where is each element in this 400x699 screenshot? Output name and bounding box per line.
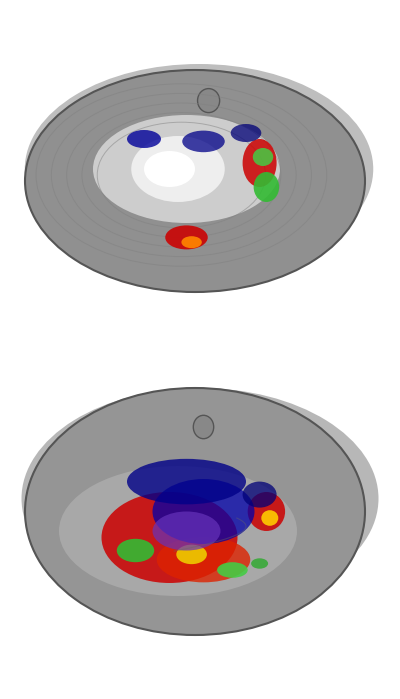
Ellipse shape (253, 148, 273, 166)
Ellipse shape (198, 89, 220, 113)
Ellipse shape (261, 510, 278, 526)
Ellipse shape (25, 388, 365, 635)
Ellipse shape (131, 136, 225, 202)
Ellipse shape (181, 236, 202, 248)
Ellipse shape (217, 562, 248, 578)
Ellipse shape (152, 479, 254, 544)
Ellipse shape (102, 492, 238, 583)
Ellipse shape (165, 225, 208, 250)
Ellipse shape (231, 124, 261, 142)
Ellipse shape (59, 466, 297, 596)
Ellipse shape (242, 482, 277, 507)
Ellipse shape (242, 139, 277, 187)
Ellipse shape (251, 559, 268, 569)
Ellipse shape (182, 131, 225, 152)
Ellipse shape (152, 512, 220, 551)
Ellipse shape (127, 130, 161, 148)
Ellipse shape (193, 415, 214, 439)
Ellipse shape (25, 64, 373, 274)
Ellipse shape (117, 539, 154, 562)
Ellipse shape (144, 151, 195, 187)
Ellipse shape (176, 545, 207, 564)
Ellipse shape (157, 537, 250, 582)
Ellipse shape (127, 459, 246, 505)
Ellipse shape (22, 388, 378, 609)
Ellipse shape (248, 492, 285, 531)
Ellipse shape (93, 115, 280, 223)
Ellipse shape (254, 172, 279, 202)
Ellipse shape (25, 70, 365, 292)
